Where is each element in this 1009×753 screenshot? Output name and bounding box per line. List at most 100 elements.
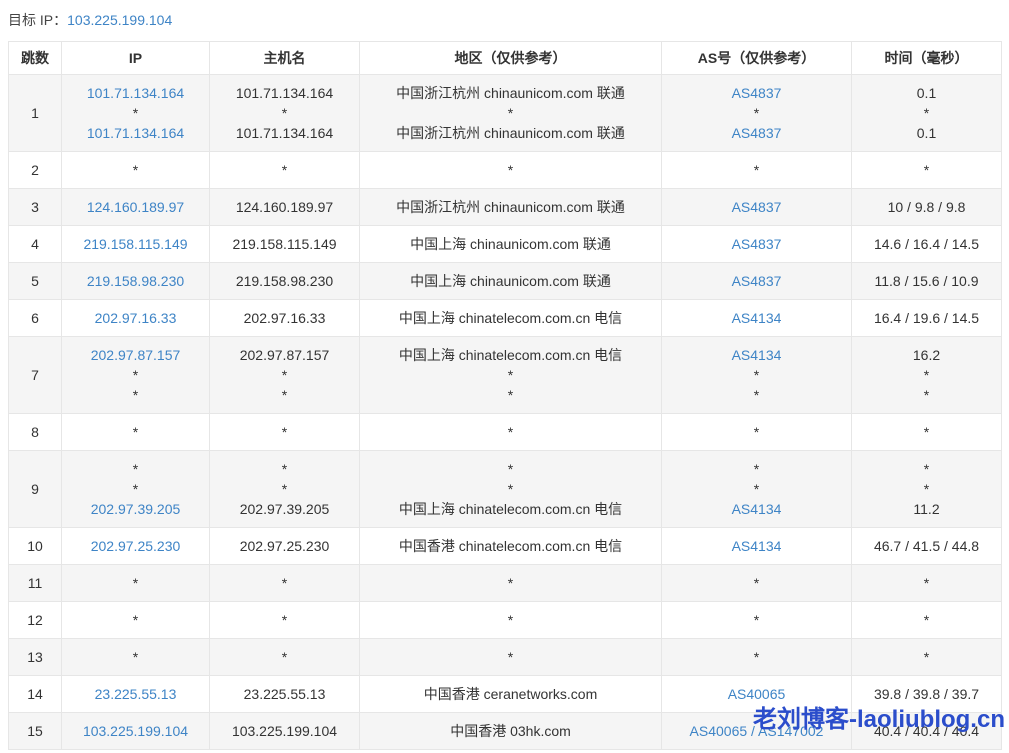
ip-link[interactable]: 101.71.134.164	[86, 85, 185, 101]
ip-link[interactable]: 219.158.98.230	[86, 273, 185, 289]
region-cell-text: 中国浙江杭州 chinaunicom.com 联通	[396, 125, 625, 141]
column-header: 主机名	[209, 41, 360, 75]
asn-cell-text: *	[753, 367, 760, 383]
hostname-cell-text: 103.225.199.104	[231, 723, 338, 739]
table-row: 10 202.97.25.230 202.97.25.230 中国香港 chinate…	[8, 527, 1002, 565]
asn-cell-text: *	[753, 387, 760, 403]
hostname-cell-text: *	[281, 424, 288, 440]
hop-cell-text: 12	[27, 612, 43, 628]
asn-link[interactable]: AS4837	[731, 199, 782, 215]
time-cell-text: 16.4 / 19.6 / 14.5	[873, 310, 980, 326]
region-cell-text: *	[507, 387, 514, 403]
hostname-cell: *	[209, 601, 360, 639]
ip-cell-text: *	[132, 575, 139, 591]
hop-cell: 1	[8, 74, 62, 152]
time-cell: 10 / 9.8 / 9.8	[851, 188, 1002, 226]
asn-cell-text: *	[753, 105, 760, 121]
ip-cell: 219.158.115.149	[61, 225, 210, 263]
column-header: 时间（毫秒）	[851, 41, 1002, 75]
asn-link[interactable]: AS4134	[731, 501, 782, 517]
hostname-cell-text: *	[281, 162, 288, 178]
region-cell-text: 中国上海 chinaunicom.com 联通	[410, 273, 611, 289]
asn-cell: *	[661, 413, 852, 451]
hop-cell: 10	[8, 527, 62, 565]
hostname-cell-text: 202.97.16.33	[243, 310, 326, 326]
asn-link[interactable]: AS40065 / AS147002	[689, 723, 824, 739]
hop-cell-text: 13	[27, 649, 43, 665]
time-cell-text: *	[923, 367, 930, 383]
region-cell-text: 中国上海 chinatelecom.com.cn 电信	[398, 310, 623, 326]
asn-link[interactable]: AS40065	[727, 686, 786, 702]
asn-cell-text: *	[753, 424, 760, 440]
asn-link[interactable]: AS4134	[731, 538, 782, 554]
region-cell: 中国上海 chinaunicom.com 联通	[359, 262, 662, 300]
time-cell-text: 14.6 / 16.4 / 14.5	[873, 236, 980, 252]
asn-link[interactable]: AS4837	[731, 273, 782, 289]
target-ip-link[interactable]: 103.225.199.104	[67, 12, 173, 28]
asn-link[interactable]: AS4837	[731, 125, 782, 141]
ip-cell: 202.97.25.230	[61, 527, 210, 565]
time-cell-text: *	[923, 612, 930, 628]
ip-link[interactable]: 202.97.87.157	[90, 347, 181, 363]
hostname-cell: *	[209, 151, 360, 189]
ip-cell: 101.71.134.164 * 101.71.134.164	[61, 74, 210, 152]
hostname-cell-text: 23.225.55.13	[243, 686, 326, 702]
asn-cell-text: *	[753, 649, 760, 665]
hostname-cell-text: 101.71.134.164	[235, 85, 334, 101]
hostname-cell: * * 202.97.39.205	[209, 450, 360, 528]
asn-link[interactable]: AS4837	[731, 85, 782, 101]
hop-cell: 7	[8, 336, 62, 414]
ip-link[interactable]: 219.158.115.149	[83, 236, 188, 252]
ip-link[interactable]: 101.71.134.164	[86, 125, 185, 141]
asn-link[interactable]: AS4134	[731, 310, 782, 326]
asn-cell: AS4134	[661, 299, 852, 337]
asn-cell: AS4134	[661, 527, 852, 565]
time-cell-text: *	[923, 105, 930, 121]
asn-cell-text: *	[753, 575, 760, 591]
region-cell: 中国香港 chinatelecom.com.cn 电信	[359, 527, 662, 565]
asn-link[interactable]: AS4837	[731, 236, 782, 252]
ip-link[interactable]: 202.97.39.205	[90, 501, 181, 517]
region-cell-text: *	[507, 481, 514, 497]
region-cell: 中国上海 chinatelecom.com.cn 电信	[359, 299, 662, 337]
ip-link[interactable]: 23.225.55.13	[94, 686, 177, 702]
ip-cell-text: *	[132, 162, 139, 178]
hostname-cell-text: 219.158.115.149	[232, 236, 337, 252]
hop-cell-text: 14	[27, 686, 43, 702]
asn-cell: AS40065	[661, 675, 852, 713]
ip-cell: *	[61, 151, 210, 189]
ip-link[interactable]: 202.97.25.230	[90, 538, 181, 554]
time-cell: *	[851, 413, 1002, 451]
hop-cell: 15	[8, 712, 62, 750]
ip-cell: 202.97.16.33	[61, 299, 210, 337]
ip-link[interactable]: 124.160.189.97	[86, 199, 185, 215]
region-cell: 中国上海 chinatelecom.com.cn 电信 * *	[359, 336, 662, 414]
ip-cell-text: *	[132, 612, 139, 628]
ip-cell: *	[61, 564, 210, 602]
time-cell-text: *	[923, 575, 930, 591]
column-header: 地区（仅供参考）	[359, 41, 662, 75]
ip-cell: *	[61, 601, 210, 639]
asn-cell: AS4837	[661, 262, 852, 300]
time-cell: 40.4 / 40.4 / 40.4	[851, 712, 1002, 750]
ip-cell: 202.97.87.157 * *	[61, 336, 210, 414]
hop-cell: 2	[8, 151, 62, 189]
asn-link[interactable]: AS4134	[731, 347, 782, 363]
ip-cell: *	[61, 413, 210, 451]
asn-cell: * * AS4134	[661, 450, 852, 528]
region-cell: 中国浙江杭州 chinaunicom.com 联通	[359, 188, 662, 226]
target-ip-label: 目标 IP：	[8, 12, 68, 28]
column-header: AS号（仅供参考）	[661, 41, 852, 75]
asn-cell: AS4134 * *	[661, 336, 852, 414]
hostname-cell: 202.97.87.157 * *	[209, 336, 360, 414]
ip-cell: * * 202.97.39.205	[61, 450, 210, 528]
ip-link[interactable]: 202.97.16.33	[94, 310, 177, 326]
region-cell: *	[359, 638, 662, 676]
asn-cell-text: *	[753, 481, 760, 497]
region-cell-text: *	[507, 461, 514, 477]
asn-cell-text: *	[753, 461, 760, 477]
hop-cell: 13	[8, 638, 62, 676]
target-ip-line: 目标 IP：103.225.199.104	[0, 0, 1009, 41]
time-cell: *	[851, 638, 1002, 676]
ip-link[interactable]: 103.225.199.104	[82, 723, 189, 739]
